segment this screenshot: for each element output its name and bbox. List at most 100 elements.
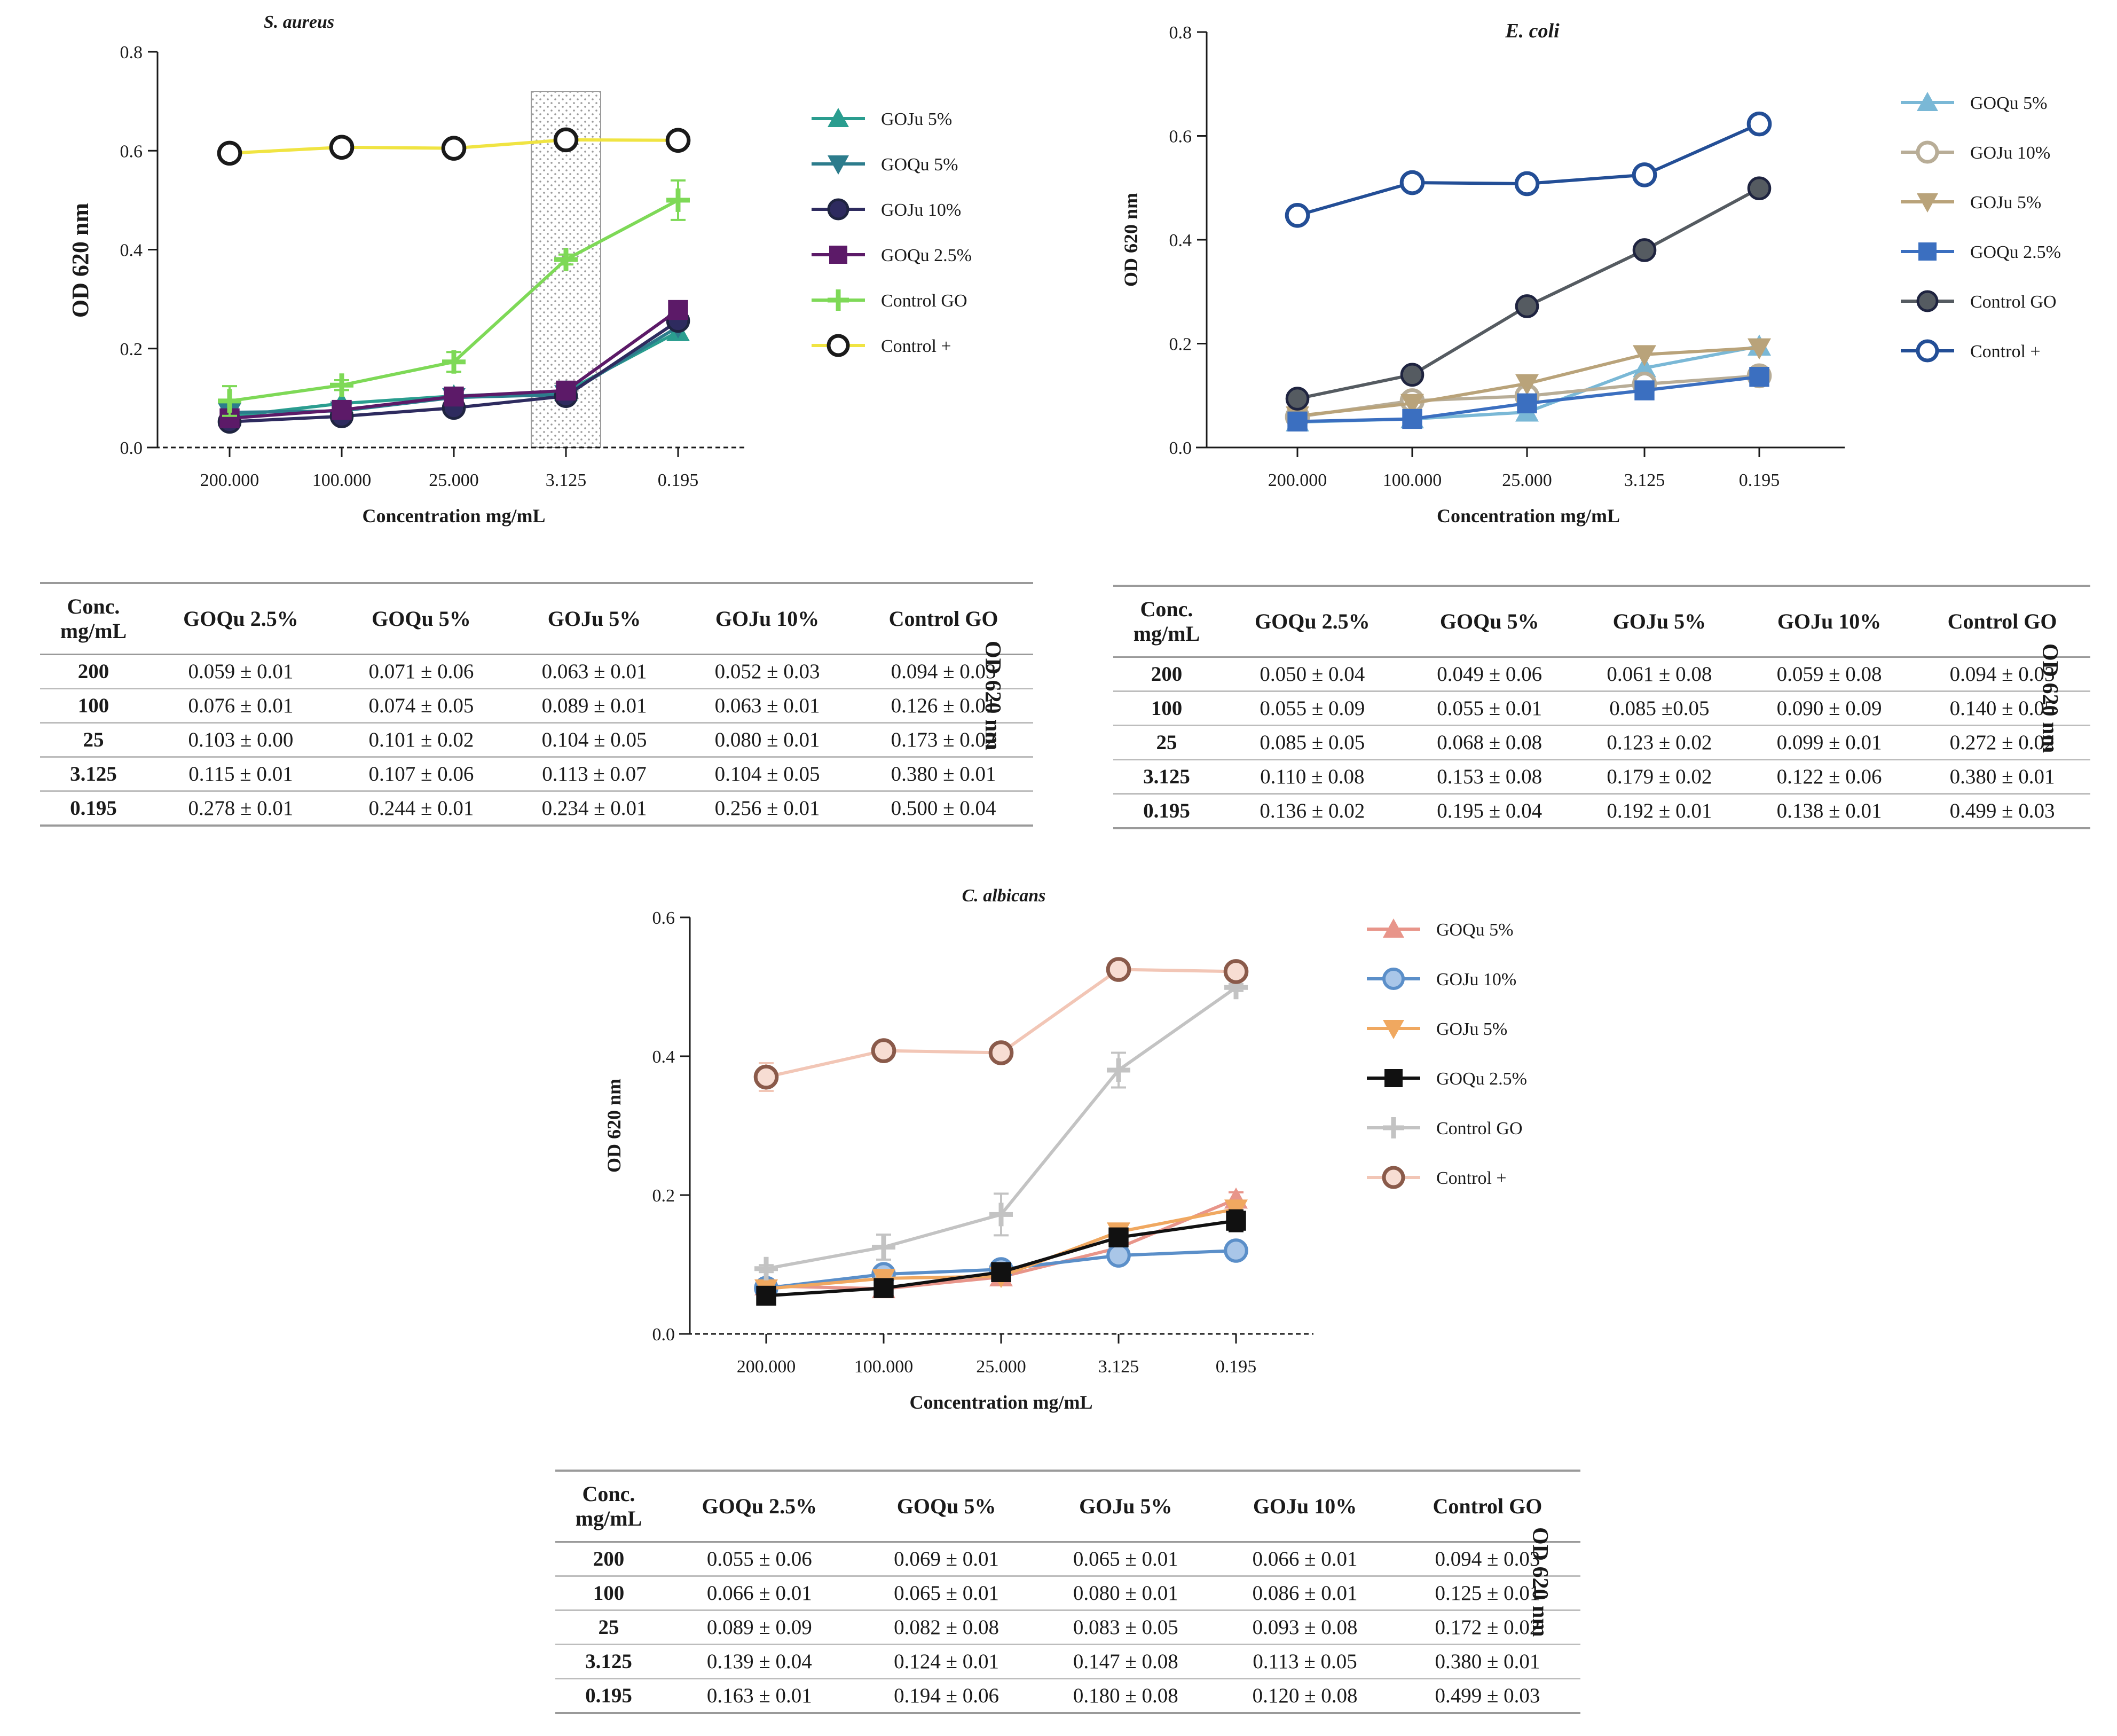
table-value-cell: 0.071 ± 0.06: [368, 660, 474, 683]
s-aureus-series-goqu-2-5: [219, 300, 688, 429]
s-aureus-x-tick-label: 25.000: [429, 470, 479, 490]
s-aureus-chart: S. aureus 0.0 0.2 0.4 0.6 0.8 OD 620 nm 200.000…: [67, 12, 972, 527]
s-aureus-y-tick-label: 0.6: [120, 142, 143, 161]
c-albicans-point-goqu-2-5: [1226, 1211, 1246, 1231]
e-coli-point-goqu-2-5: [1287, 411, 1308, 432]
c-albicans-legend-label: GOQu 2.5%: [1436, 1069, 1527, 1089]
c-albicans-point-control: [1106, 957, 1131, 982]
c-albicans-x-tick-label: 3.125: [1098, 1357, 1139, 1377]
e-coli-legend-label: GOQu 5%: [1970, 93, 2047, 113]
e-coli-legend-marker: [1916, 290, 1939, 312]
s-aureus-y-tick-label: 0.8: [120, 43, 143, 62]
c-albicans-legend-goqu-5: GOQu 5%: [1367, 918, 1513, 940]
s-aureus-series-control-go: [218, 179, 690, 417]
table-value-cell: 0.082 ± 0.08: [894, 1616, 1000, 1639]
table-value-cell: 0.194 ± 0.06: [894, 1684, 1000, 1707]
e-coli-table-header: GOJu 10%: [1744, 586, 1915, 658]
e-coli-legend-label: GOJu 10%: [1970, 143, 2050, 163]
s-aureus-point-control: [329, 135, 355, 160]
table-row: 3.125 0.110 ± 0.08 0.153 ± 0.08 0.179 ± 0.0…: [1113, 760, 2090, 794]
table-row: 100 0.066 ± 0.01 0.065 ± 0.01 0.080 ± 0.01 0…: [555, 1576, 1580, 1611]
s-aureus-table-header: Conc. mg/mL: [40, 583, 147, 655]
c-albicans-point-goqu-2-5: [991, 1262, 1011, 1282]
s-aureus-legend-goqu-2-5: GOQu 2.5%: [812, 246, 972, 265]
table-value-cell: 0.066 ± 0.01: [706, 1582, 812, 1605]
table-value-cell: 0.090 ± 0.09: [1776, 697, 1882, 720]
table-value-cell: 0.094 ± 0.03: [1949, 663, 2055, 686]
table-row: 200 0.059 ± 0.01 0.071 ± 0.06 0.063 ± 0.01 0…: [40, 655, 1033, 689]
c-albicans-y-tick-label: 0.6: [652, 908, 675, 928]
s-aureus-table-header: GOJu 10%: [681, 583, 854, 655]
s-aureus-legend-marker: [829, 246, 847, 264]
e-coli-point-control: [1285, 202, 1310, 228]
c-albicans-table: Conc. mg/mL GOQu 2.5% GOQu 5% GOJu 5% GOJu 10…: [555, 1470, 1580, 1714]
e-coli-point-goqu-2-5: [1402, 409, 1422, 429]
s-aureus-table: Conc. mg/mL GOQu 2.5% GOQu 5% GOJu 5% GOJu 10…: [40, 582, 1033, 827]
c-albicans-legend-marker: [1382, 968, 1405, 990]
c-albicans-point-goju-10: [1224, 1238, 1248, 1263]
c-albicans-x-tick-label: 100.000: [854, 1357, 914, 1377]
c-albicans-legend-marker: [1382, 1166, 1405, 1189]
e-coli-title: E. coli: [1505, 20, 1560, 42]
table-value-cell: 0.499 ± 0.03: [1435, 1684, 1540, 1707]
table-value-cell: 0.195 ± 0.04: [1437, 799, 1543, 822]
c-albicans-y-tick-label: 0.4: [652, 1047, 675, 1067]
s-aureus-point-control-go: [666, 188, 690, 212]
c-albicans-x-label: Concentration mg/mL: [910, 1392, 1093, 1413]
table-value-cell: 0.126 ± 0.01: [891, 694, 996, 717]
c-albicans-legend-marker: [1383, 1020, 1404, 1039]
c-albicans-legend-goju-5: GOJu 5%: [1367, 1019, 1507, 1039]
table-value-cell: 0.278 ± 0.01: [188, 797, 294, 820]
table-conc-cell: 200: [1151, 663, 1183, 686]
table-value-cell: 0.085 ±0.05: [1609, 697, 1710, 720]
s-aureus-point-control: [553, 127, 579, 153]
e-coli-legend-marker: [1916, 339, 1939, 363]
table-value-cell: 0.173 ± 0.02: [891, 728, 996, 751]
c-albicans-point-control: [753, 1064, 779, 1090]
table-conc-cell: 100: [77, 694, 109, 717]
e-coli-legend-goju-5: GOJu 5%: [1901, 193, 2041, 213]
c-albicans-point-control-go: [754, 1256, 778, 1281]
table-value-cell: 0.055 ± 0.01: [1437, 697, 1543, 720]
c-albicans-table-header: GOQu 2.5%: [662, 1471, 857, 1543]
table-value-cell: 0.104 ± 0.05: [541, 728, 647, 751]
e-coli-point-goqu-2-5: [1749, 367, 1769, 387]
table-value-cell: 0.061 ± 0.08: [1607, 663, 1712, 686]
s-aureus-legend-marker: [827, 198, 849, 221]
e-coli-series-control-go: [1285, 176, 1772, 411]
e-coli-legend-goju-10: GOJu 10%: [1901, 140, 2050, 164]
s-aureus-legend-label: GOJu 10%: [881, 200, 961, 220]
table-value-cell: 0.153 ± 0.08: [1437, 765, 1543, 788]
e-coli-x-tick-label: 3.125: [1624, 470, 1665, 490]
s-aureus-point-goqu-2-5: [444, 386, 464, 407]
table-value-cell: 0.113 ± 0.07: [542, 763, 647, 785]
table-value-cell: 0.080 ± 0.01: [714, 728, 820, 751]
c-albicans-point-control: [988, 1040, 1014, 1065]
table-value-cell: 0.380 ± 0.01: [1949, 765, 2055, 788]
s-aureus-point-control-go: [218, 389, 241, 413]
c-albicans-legend-goqu-2-5: GOQu 2.5%: [1367, 1069, 1527, 1089]
s-aureus-legend-goqu-5: GOQu 5%: [812, 155, 958, 175]
c-albicans-point-goqu-2-5: [873, 1278, 894, 1298]
c-albicans-table-header: GOJu 5%: [1036, 1471, 1216, 1543]
c-albicans-title: C. albicans: [962, 886, 1046, 906]
table-row: 100 0.055 ± 0.09 0.055 ± 0.01 0.085 ±0.05 0.…: [1113, 692, 2090, 726]
table-value-cell: 0.120 ± 0.08: [1252, 1684, 1358, 1707]
table-value-cell: 0.089 ± 0.09: [706, 1616, 812, 1639]
c-albicans-table-header: GOQu 5%: [856, 1471, 1036, 1543]
e-coli-y-label: OD 620 nm: [1120, 193, 1142, 287]
e-coli-point-goqu-2-5: [1634, 380, 1655, 400]
table-row: 0.195 0.278 ± 0.01 0.244 ± 0.01 0.234 ± 0.0…: [40, 791, 1033, 826]
c-albicans-legend-label: Control GO: [1436, 1119, 1523, 1138]
c-albicans-table-header: Conc. mg/mL: [555, 1471, 662, 1543]
e-coli-point-control-go: [1632, 238, 1657, 262]
e-coli-series-control: [1285, 111, 1772, 228]
table-value-cell: 0.065 ± 0.01: [1073, 1548, 1178, 1570]
e-coli-legend-goqu-5: GOQu 5%: [1901, 92, 2047, 113]
table-row: 3.125 0.115 ± 0.01 0.107 ± 0.06 0.113 ± 0.0…: [40, 757, 1033, 791]
e-coli-y-tick-label: 0.2: [1169, 335, 1192, 355]
s-aureus-x-tick-label: 100.000: [312, 470, 372, 490]
e-coli-legend-marker: [1917, 92, 1938, 111]
e-coli-y-tick-label: 0.4: [1169, 231, 1192, 250]
table-value-cell: 0.089 ± 0.01: [541, 694, 647, 717]
